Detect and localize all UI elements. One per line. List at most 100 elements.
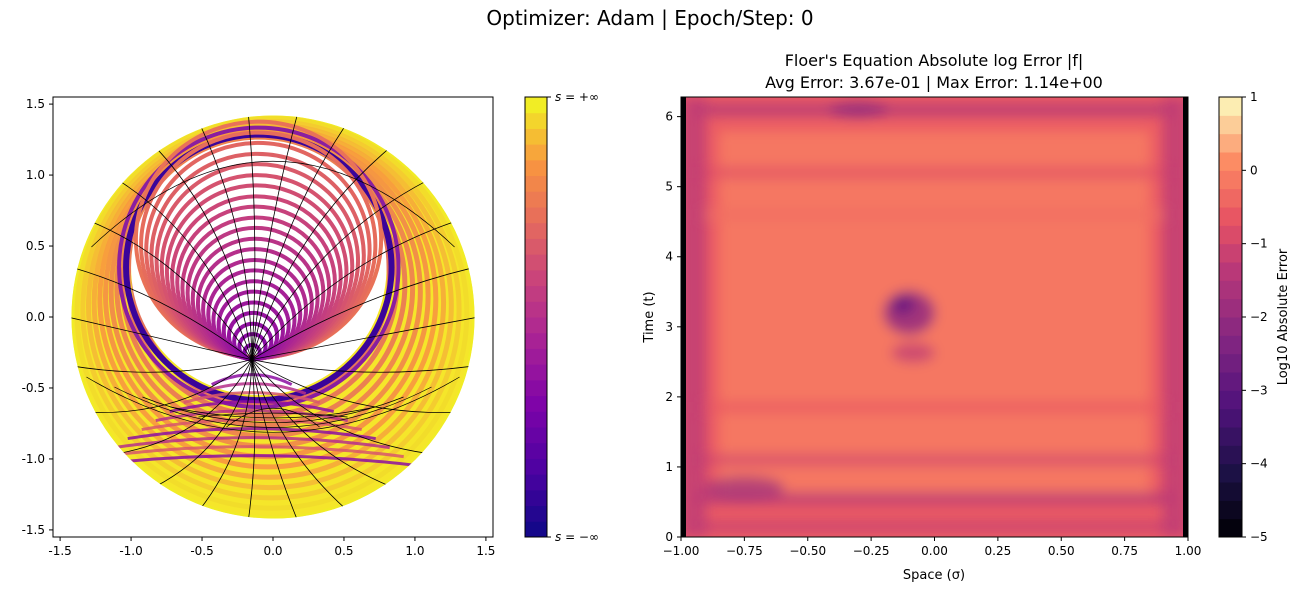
field-line xyxy=(90,221,253,360)
right-colorbar-tick-label: −3 xyxy=(1250,383,1268,397)
outer-band xyxy=(85,122,454,491)
right-colorbar-step xyxy=(1219,372,1242,391)
left-x-tick-label: -1.5 xyxy=(48,544,71,558)
right-y-tick-label: 3 xyxy=(665,320,673,334)
right-colorbar-step xyxy=(1219,353,1242,373)
right-colorbar-step xyxy=(1219,280,1242,300)
right-colorbar-step xyxy=(1219,445,1242,465)
left-x-tick-label: 1.0 xyxy=(405,544,424,558)
field-line xyxy=(73,359,252,373)
right-colorbar-step xyxy=(1219,152,1242,171)
right-colorbar-step xyxy=(1219,97,1242,116)
left-x-tick-label: 0.5 xyxy=(334,544,353,558)
field-line xyxy=(251,359,427,454)
left-colorbar-step xyxy=(525,348,547,365)
right-panel-subtitle: Avg Error: 3.67e-01 | Max Error: 1.14e+0… xyxy=(765,73,1103,92)
transverse-arc xyxy=(198,412,348,418)
heatmap-spot xyxy=(891,342,936,363)
right-y-tick-label: 4 xyxy=(665,250,673,264)
right-x-tick-label: −0.75 xyxy=(726,544,763,558)
lower-fan-arc xyxy=(113,436,390,450)
field-line xyxy=(251,221,456,360)
left-panel: -1.5 -1.0 -0.5 0.0 0.5 1.0 1.5 1.5 1.0 0.5 0.0 -0.5… xyxy=(22,96,495,558)
transverse-arc xyxy=(226,408,320,428)
right-y-axis-label: Time (t) xyxy=(642,291,657,343)
right-colorbar-step xyxy=(1219,482,1242,501)
right-colorbar-tick-label: 1 xyxy=(1250,90,1258,104)
lower-fan-arc xyxy=(155,409,349,423)
right-colorbar-step xyxy=(1219,115,1242,135)
left-y-tick-label: 1.0 xyxy=(26,168,45,182)
left-colorbar-step xyxy=(525,222,547,239)
left-colorbar-step xyxy=(525,175,547,192)
heatmap-streak xyxy=(693,103,1176,116)
left-y-tick-label: -0.5 xyxy=(22,381,45,395)
left-colorbar-step xyxy=(525,285,547,302)
left-x-tick-label: -1.0 xyxy=(119,544,142,558)
field-line xyxy=(73,267,252,360)
heatmap-streak xyxy=(693,401,1176,414)
right-y-tick-label: 1 xyxy=(665,460,673,474)
field-line xyxy=(251,359,299,519)
field-line xyxy=(119,359,253,454)
left-colorbar-frame xyxy=(524,96,548,538)
left-y-tick-label: -1.0 xyxy=(22,452,45,466)
right-panel-title: Floer's Equation Absolute log Error |f| xyxy=(785,51,1084,70)
left-colorbar-step xyxy=(525,474,547,491)
transverse-arc xyxy=(114,386,432,428)
right-x-tick-label: 0.00 xyxy=(921,544,948,558)
right-colorbar-step xyxy=(1219,243,1242,263)
lower-fan-arc xyxy=(211,373,293,386)
field-line xyxy=(251,359,473,373)
right-colorbar: 1 0 −1 −2 −3 −4 −5 Log10 Absolute Error xyxy=(1218,90,1291,544)
transverse-arc xyxy=(91,160,455,248)
purple-band xyxy=(117,125,401,410)
field-line xyxy=(251,359,456,414)
field-line xyxy=(155,147,253,360)
field-line xyxy=(251,147,391,360)
left-colorbar-step xyxy=(525,332,547,349)
left-colorbar-step xyxy=(525,379,547,397)
heatmap-streak xyxy=(693,453,1176,466)
right-colorbar-step xyxy=(1219,500,1242,520)
left-x-tick-label: 1.5 xyxy=(476,544,495,558)
heatmap-boundary-right xyxy=(1183,97,1188,537)
lower-fan-arc xyxy=(127,427,376,441)
left-colorbar-step xyxy=(525,458,547,475)
right-colorbar-step xyxy=(1219,133,1242,153)
heatmap-field xyxy=(681,97,1188,537)
right-colorbar-tick-label: −4 xyxy=(1250,457,1268,471)
right-colorbar-step xyxy=(1219,170,1242,190)
heatmap-streak xyxy=(693,166,1176,179)
field-line xyxy=(71,316,252,360)
left-colorbar-step xyxy=(525,191,547,208)
right-colorbar-step xyxy=(1219,390,1242,410)
right-x-tick-label: 0.50 xyxy=(1048,544,1075,558)
lower-fan-arc xyxy=(197,382,307,395)
field-line xyxy=(199,359,253,510)
field-line xyxy=(251,359,347,510)
field-line xyxy=(118,180,253,360)
left-colorbar-step xyxy=(525,112,547,129)
right-x-tick-label: 1.00 xyxy=(1175,544,1202,558)
heatmap-hotspot-core xyxy=(891,294,916,315)
left-colorbar-step xyxy=(525,395,547,412)
left-colorbar-label-top: s = +∞ xyxy=(555,90,599,104)
field-line xyxy=(251,124,347,360)
field-line xyxy=(247,359,256,519)
right-x-tick-label: 0.25 xyxy=(985,544,1012,558)
right-colorbar-step xyxy=(1219,408,1242,428)
left-colorbar-step xyxy=(525,505,547,522)
right-colorbar-step xyxy=(1219,188,1242,208)
outer-band xyxy=(97,128,439,470)
right-colorbar-step xyxy=(1219,335,1242,355)
right-x-tick-label: 0.75 xyxy=(1111,544,1138,558)
right-y-tick-label: 0 xyxy=(665,530,673,544)
left-colorbar-step xyxy=(525,144,547,161)
field-line xyxy=(156,359,253,487)
outer-band xyxy=(74,116,470,511)
right-colorbar-step xyxy=(1219,225,1242,245)
figure-suptitle: Optimizer: Adam | Epoch/Step: 0 xyxy=(486,6,814,30)
left-x-tick-label: 0.0 xyxy=(263,544,282,558)
